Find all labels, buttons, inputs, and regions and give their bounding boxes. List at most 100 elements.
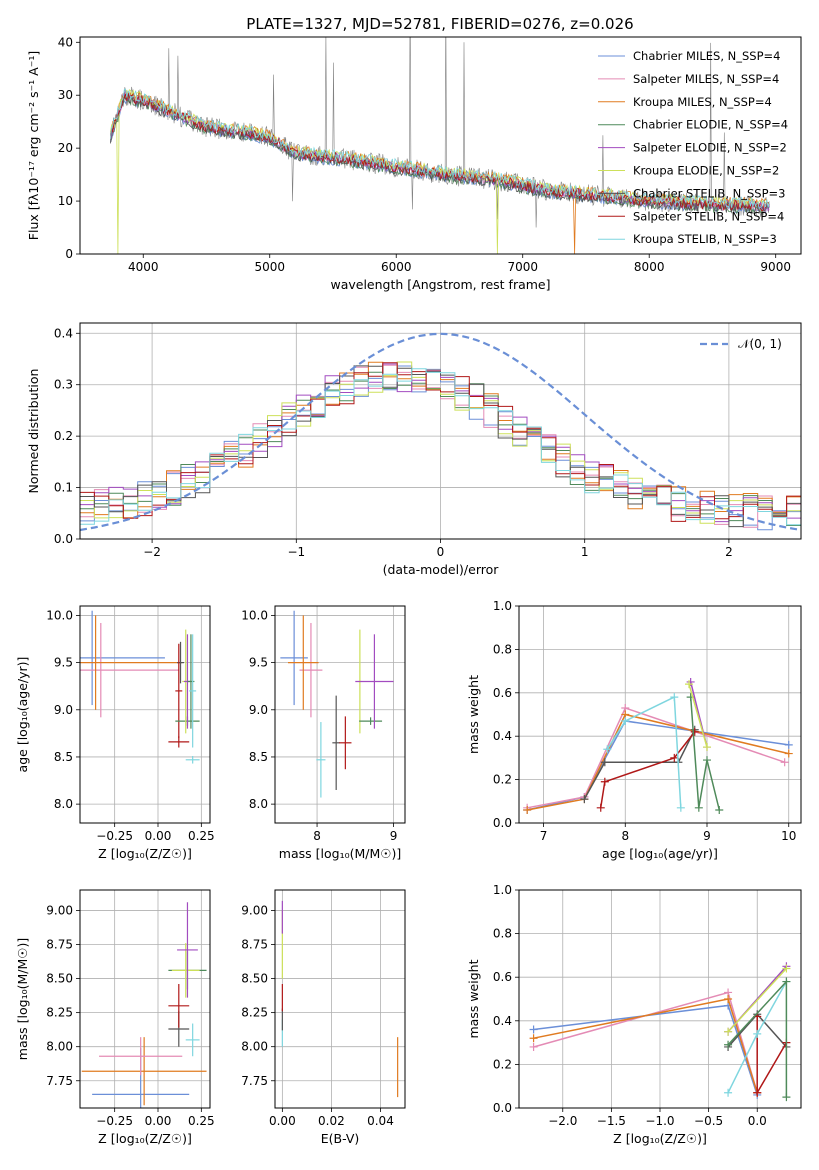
y-tick-label: 0.4: [493, 729, 512, 743]
y-tick-label: 0: [65, 247, 73, 261]
y-tick-label: 8.50: [46, 972, 73, 986]
y-tick-label: 10.0: [46, 608, 73, 622]
x-axis-label: (data-model)/error: [383, 562, 500, 577]
x-tick-label: 9: [703, 829, 711, 843]
x-tick-label: −1.0: [645, 1114, 674, 1128]
weight-marker-kroupa_miles: [784, 749, 793, 758]
legend-entry: Chabrier MILES, N_SSP=4: [633, 49, 780, 63]
weight-line-kroupa_elodie: [688, 683, 708, 748]
x-axis-label: mass [log₁₀(M/M☉)]: [279, 846, 401, 861]
weight-marker-kroupa_elodie: [724, 1027, 733, 1036]
axes-frame: [274, 605, 406, 824]
weight-marker-salpeter_stelib: [753, 1088, 762, 1097]
y-axis-label: age [log₁₀(age/yr)]: [15, 657, 30, 773]
y-tick-label: 8.00: [46, 1040, 73, 1054]
weight-marker-salpeter_elodie: [686, 677, 695, 686]
legend-entry: Salpeter STELIB, N_SSP=4: [633, 209, 784, 223]
weight-marker-kroupa_elodie: [703, 743, 711, 752]
x-axis-label: Z [log₁₀(Z/Z☉)]: [98, 846, 192, 861]
legend: 𝒩(0, 1): [700, 337, 782, 351]
weight-marker-kroupa_stelib: [753, 1029, 762, 1038]
weight-marker-salpeter_stelib: [600, 777, 609, 786]
weight-marker-kroupa_elodie: [782, 964, 791, 973]
plot-area: [80, 332, 801, 532]
x-tick-label: −2.0: [548, 1114, 577, 1128]
residual-hist-salpeter_stelib: [80, 362, 801, 522]
y-tick-label: 8.75: [241, 938, 268, 952]
legend-entry: Chabrier STELIB, N_SSP=3: [633, 186, 785, 200]
y-tick-label: 1.0: [493, 883, 512, 897]
y-tick-label: 0.2: [493, 1057, 512, 1071]
legend-entry: Kroupa STELIB, N_SSP=3: [633, 232, 777, 246]
x-axis-label: Z [log₁₀(Z/Z☉)]: [98, 1131, 192, 1146]
y-tick-label: 0.0: [493, 816, 512, 830]
y-tick-label: 0.0: [54, 532, 73, 546]
weight-line-salpeter_stelib: [599, 731, 696, 808]
axes-frame: [79, 605, 211, 824]
plot-area: [529, 962, 791, 1102]
weight-marker-salpeter_miles: [529, 1042, 538, 1051]
x-tick-label: 5000: [254, 260, 285, 274]
legend-entry: Chabrier ELODIE, N_SSP=4: [633, 118, 788, 132]
x-tick-label: −0.5: [694, 1114, 723, 1128]
y-tick-label: 1.0: [493, 599, 512, 613]
y-tick-label: 0.8: [493, 642, 512, 656]
x-tick-label: −2: [143, 545, 161, 559]
y-tick-label: 20: [58, 141, 73, 155]
y-axis-label: Normed distribution: [26, 369, 41, 494]
weight-marker-salpeter_stelib: [670, 753, 679, 762]
axes-frame: [274, 889, 406, 1109]
y-tick-label: 0.2: [493, 773, 512, 787]
weight-marker-chabrier_stelib: [600, 758, 609, 767]
x-tick-label: −1: [287, 545, 305, 559]
panel-residuals: −2 −1 0 1 2 0.0 0.1 0.2 0.3 0.4 𝒩(0, 1) (data-model…: [26, 322, 802, 577]
y-tick-label: 8.25: [46, 1006, 73, 1020]
axes-frame: [79, 322, 802, 540]
weight-marker-salpeter_stelib: [690, 727, 699, 736]
weight-marker-chabrier_miles: [784, 740, 793, 749]
x-tick-label: 0.00: [145, 1114, 172, 1128]
y-tick-label: 8.75: [46, 938, 73, 952]
y-tick-label: 40: [58, 35, 73, 49]
x-tick-label: 8000: [634, 260, 665, 274]
weight-marker-kroupa_miles: [523, 805, 532, 814]
weight-marker-kroupa_stelib: [676, 803, 685, 812]
weight-marker-chabrier_miles: [529, 1025, 538, 1034]
x-tick-label: 0.25: [188, 1114, 215, 1128]
x-tick-label: 8: [621, 829, 629, 843]
panel-mass_vs_ebv: 0.00 0.02 0.04 7.75 8.00 8.25 8.50 8.75 9.00 E(B-…: [241, 889, 406, 1146]
y-axis-label: mass weight: [466, 675, 481, 754]
x-tick-label: 4000: [128, 260, 159, 274]
plot-area: [280, 610, 394, 798]
y-tick-label: 0.2: [54, 429, 73, 443]
weight-line-kroupa_miles: [527, 713, 789, 811]
y-tick-label: 9.0: [249, 703, 268, 717]
y-tick-label: 7.75: [46, 1074, 73, 1088]
weight-marker-kroupa_stelib: [603, 745, 612, 754]
legend-entry: Kroupa MILES, N_SSP=4: [633, 95, 772, 109]
y-tick-label: 9.0: [54, 703, 73, 717]
x-tick-label: 7: [540, 829, 548, 843]
x-tick-label: 0.00: [145, 829, 172, 843]
residual-hist-chabrier_stelib: [80, 365, 801, 528]
weight-marker-chabrier_stelib: [580, 795, 589, 804]
x-tick-label: 2: [725, 545, 733, 559]
y-tick-label: 8.5: [249, 750, 268, 764]
weight-marker-kroupa_stelib: [621, 717, 630, 726]
x-axis-label: age [log₁₀(age/yr)]: [602, 846, 718, 861]
y-tick-label: 0.3: [54, 378, 73, 392]
axes-frame: [79, 889, 211, 1109]
panel-mass_vs_Z: −0.25 0.00 0.25 7.75 8.00 8.25 8.50 8.75 9.00 Z […: [15, 889, 215, 1146]
y-tick-label: 9.00: [241, 903, 268, 917]
y-tick-label: 0.4: [493, 1014, 512, 1028]
y-tick-label: 10.0: [241, 608, 268, 622]
y-tick-label: 0.6: [493, 970, 512, 984]
weight-line-salpeter_miles: [527, 707, 785, 809]
y-tick-label: 8.5: [54, 750, 73, 764]
weight-line-kroupa_stelib: [606, 695, 682, 808]
weight-marker-salpeter_miles: [780, 758, 789, 767]
axes-frame: [518, 605, 802, 824]
legend: Chabrier MILES, N_SSP=4 Salpeter MILES, N…: [598, 49, 788, 246]
gaussian-curve: [80, 332, 801, 532]
